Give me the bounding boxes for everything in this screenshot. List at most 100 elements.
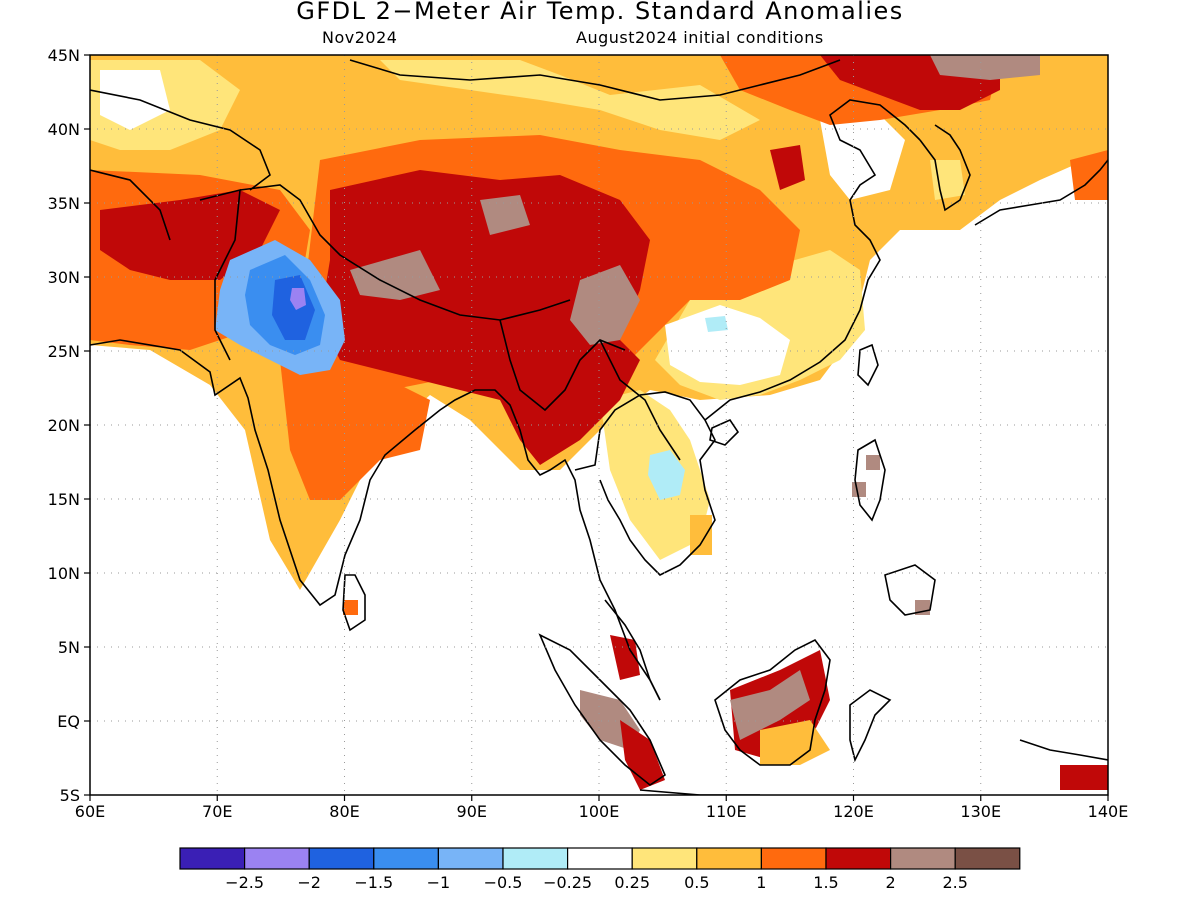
lat-tick-label: 10N: [48, 564, 80, 583]
lon-tick-label: 100E: [579, 802, 620, 821]
border-mongolia: [349, 59, 841, 101]
lat-tick-label: 25N: [48, 342, 80, 361]
border-central-asia: [90, 89, 271, 191]
colorbar-label: 2: [886, 873, 896, 892]
colorbar-label: −2: [297, 873, 321, 892]
colorbar-swatch: [502, 847, 569, 870]
coastlines: [90, 59, 1108, 795]
lon-tick-label: 110E: [706, 802, 747, 821]
anomaly-field: [90, 55, 1108, 790]
field-philippines-brown-2: [852, 482, 866, 497]
field-malaya-red: [610, 635, 640, 680]
field-brown-northeast: [930, 55, 1040, 80]
colorbar-swatch: [308, 847, 375, 870]
coast-philippines-luzon: [854, 438, 886, 522]
coast-srilanka: [342, 574, 366, 632]
colorbar-swatch: [631, 847, 698, 870]
field-white-nw: [100, 70, 170, 130]
field-red-china-spot: [770, 145, 805, 190]
coast-south-china: [704, 99, 921, 421]
colorbar-label: −2.5: [225, 873, 264, 892]
coast-borneo: [714, 638, 831, 766]
lat-tick-label: 45N: [48, 46, 80, 65]
coast-sumatra: [538, 633, 666, 786]
map-title: GFDL 2−Meter Air Temp. Standard Anomalie…: [296, 0, 904, 25]
colorbar-label: −0.25: [543, 873, 592, 892]
colorbar-swatch: [373, 847, 439, 870]
colorbar-label: −1: [427, 873, 451, 892]
lat-tick-label: 5N: [58, 638, 80, 657]
coast-arabian-sea-india: [90, 339, 661, 701]
lat-tick-label: 30N: [48, 268, 80, 287]
field-vietnam-orange: [690, 515, 712, 555]
coast-korea: [919, 124, 971, 212]
lon-tick-label: 140E: [1088, 802, 1129, 821]
colorbar-swatch: [954, 847, 1021, 870]
coast-sulawesi: [849, 689, 892, 763]
lon-tick-label: 120E: [833, 802, 874, 821]
colorbar-swatch: [760, 847, 827, 870]
colorbar-label: 0.25: [614, 873, 650, 892]
field-brown-tibet-3: [480, 195, 530, 235]
field-cold-lightest-mekong: [648, 450, 685, 500]
lat-tick-label: 20N: [48, 416, 80, 435]
coast-malaya: [604, 599, 661, 701]
field-borneo-brown: [730, 670, 810, 740]
lat-tick-label: EQ: [57, 712, 80, 731]
latitude-labels: 45N 40N 35N 30N 25N 20N 15N 10N 5N EQ 5S: [48, 46, 80, 805]
colorbar-swatch: [437, 847, 504, 870]
coast-indochina: [574, 391, 716, 576]
lat-tick-label: 15N: [48, 490, 80, 509]
border-myanmar: [499, 319, 626, 412]
colorbar-label: 0.5: [684, 873, 709, 892]
coast-philippines-mindanao: [884, 564, 936, 616]
colorbar-swatch: [566, 847, 633, 870]
field-srilanka: [343, 600, 358, 615]
colorbar-label: −1.5: [354, 873, 393, 892]
coast-japan: [974, 159, 1108, 226]
coast-hainan: [709, 418, 740, 446]
colorbar-swatch: [696, 847, 762, 870]
coast-taiwan: [857, 343, 879, 387]
colorbar-label: −0.5: [484, 873, 523, 892]
longitude-labels: 60E 70E 80E 90E 100E 110E 120E 130E 140E: [75, 802, 1129, 821]
lat-tick-label: 35N: [48, 194, 80, 213]
coast-java: [639, 789, 760, 795]
axis-ticks: [84, 54, 1109, 801]
initial-conditions-label: August2024 initial conditions: [576, 28, 824, 47]
lon-tick-label: 60E: [75, 802, 105, 821]
field-brown-tibet-2: [570, 265, 640, 345]
colorbar-label: 1.5: [813, 873, 838, 892]
coast-newguinea: [1019, 739, 1108, 761]
colorbar: −2.5 −2 −1.5 −1 −0.5 −0.25 0.25 0.5 1 1.5 2 2.5: [179, 847, 1021, 892]
border-laos: [599, 339, 681, 461]
field-newguinea: [1060, 765, 1108, 790]
forecast-month: Nov2024: [322, 28, 398, 47]
colorbar-swatch: [825, 847, 892, 870]
lat-tick-label: 5S: [60, 786, 80, 805]
colorbar-swatch: [179, 847, 246, 870]
field-cold-core: [290, 288, 306, 310]
field-sumatra-red: [620, 720, 665, 790]
field-orange-india-belt: [280, 350, 430, 500]
field-red-pakistan: [100, 190, 280, 280]
lat-tick-label: 40N: [48, 120, 80, 139]
field-philippines-brown-1: [866, 455, 880, 470]
colorbar-label: 2.5: [942, 873, 967, 892]
colorbar-label: 1: [756, 873, 766, 892]
gridlines: [90, 55, 1108, 795]
lon-tick-label: 70E: [202, 802, 232, 821]
lon-tick-label: 90E: [457, 802, 487, 821]
field-cold-lightest-china: [705, 316, 728, 332]
lon-tick-label: 130E: [960, 802, 1001, 821]
field-korea-yellow: [930, 160, 965, 200]
border-himalaya: [239, 184, 571, 321]
border-iran: [90, 169, 171, 241]
field-brown-tibet-1: [350, 250, 440, 300]
field-white-south-china: [665, 305, 790, 385]
colorbar-swatch: [889, 847, 956, 870]
field-white-korea-gap: [820, 115, 905, 200]
lon-tick-label: 80E: [329, 802, 359, 821]
colorbar-swatch: [244, 847, 310, 870]
